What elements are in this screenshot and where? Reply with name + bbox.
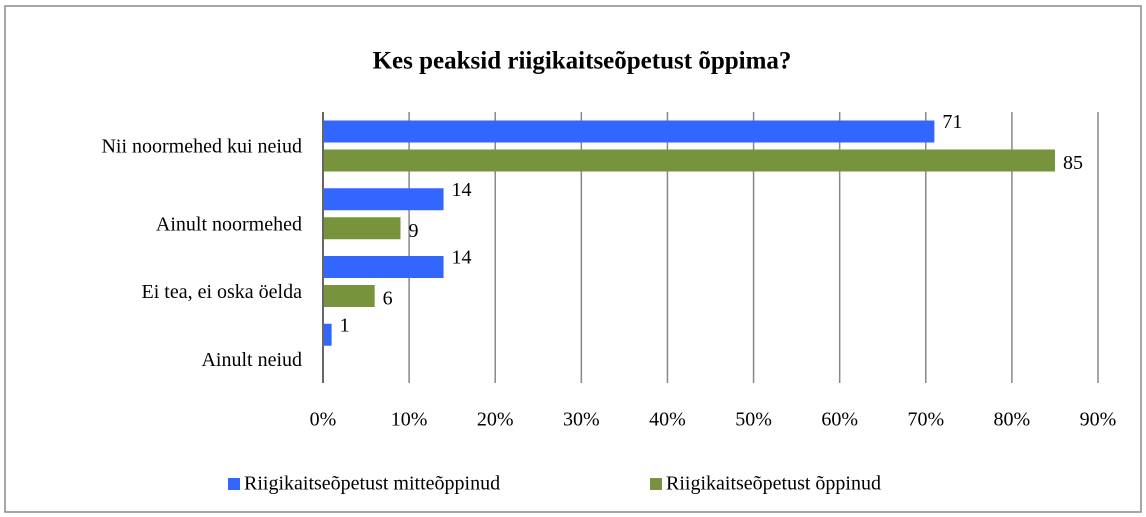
legend-swatch (650, 478, 662, 490)
data-label: 14 (452, 247, 472, 269)
bar (323, 149, 1055, 172)
y-tick-label: Ei tea, ei oska öelda (142, 281, 303, 303)
data-label: 85 (1063, 152, 1083, 174)
bar (323, 285, 375, 307)
x-tick-label: 90% (1080, 409, 1117, 431)
y-tick-label: Nii noormehed kui neiud (101, 136, 302, 158)
data-label: 71 (942, 111, 962, 133)
y-tick-label: Ainult noormehed (156, 213, 302, 235)
data-label: 14 (452, 179, 472, 201)
bar (323, 256, 444, 278)
x-tick-label: 0% (310, 409, 337, 431)
x-tick-label: 30% (563, 409, 600, 431)
chart-border (4, 5, 1142, 513)
x-tick-label: 40% (649, 409, 686, 431)
x-tick-label: 60% (821, 409, 858, 431)
x-tick-label: 10% (391, 409, 428, 431)
bar (323, 188, 444, 211)
x-tick-label: 80% (994, 409, 1031, 431)
data-label: 9 (409, 220, 419, 242)
y-tick-label: Ainult neiud (201, 349, 302, 371)
x-tick-label: 70% (907, 409, 944, 431)
bar (323, 120, 935, 143)
data-label: 1 (340, 314, 350, 336)
legend-swatch (228, 478, 240, 490)
x-tick-label: 20% (477, 409, 514, 431)
x-tick-label: 50% (735, 409, 772, 431)
legend-label: Riigikaitseõpetust õppinud (666, 473, 881, 495)
data-label: 6 (383, 288, 393, 310)
chart-title: Kes peaksid riigikaitseõpetust õppima? (373, 48, 792, 75)
bar (323, 217, 401, 240)
bar (323, 323, 332, 346)
legend-label: Riigikaitseõpetust mitteõppinud (244, 473, 500, 495)
